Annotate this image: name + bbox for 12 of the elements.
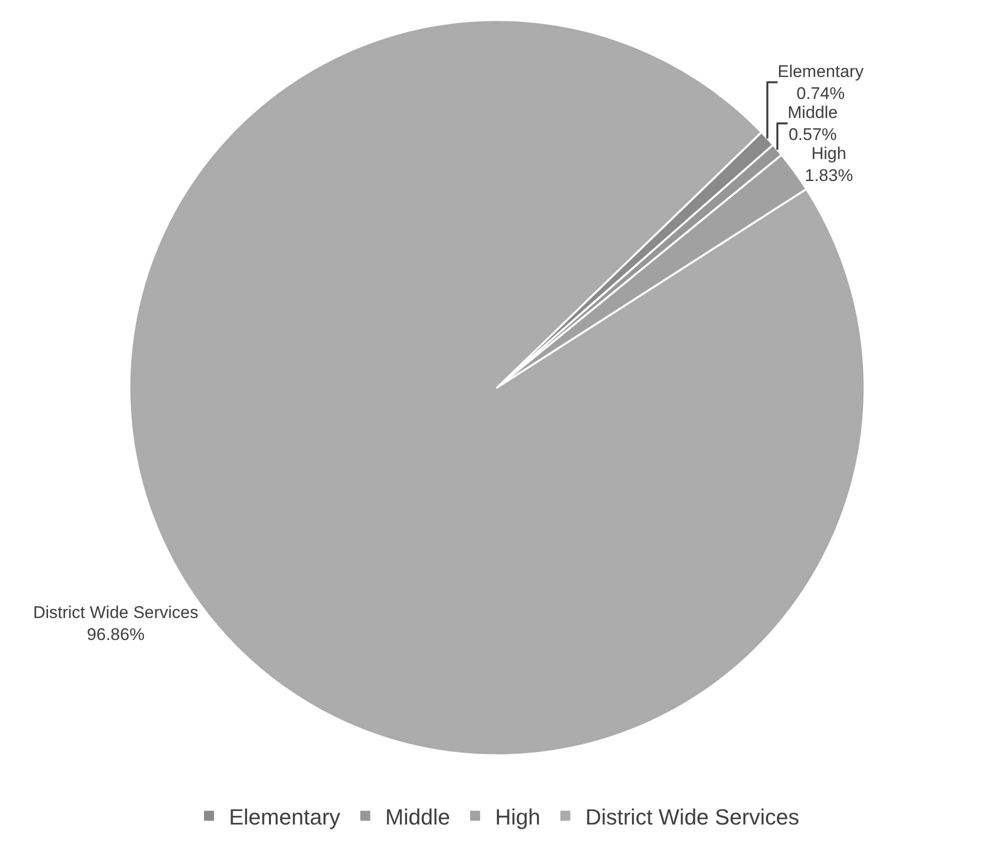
legend-label: District Wide Services <box>585 804 800 830</box>
data-label: 1.83% <box>804 166 853 186</box>
legend-label: Elementary <box>229 804 340 830</box>
slice-label: Middle <box>788 102 838 122</box>
data-label: 96.86% <box>86 625 145 644</box>
legend-label: Middle <box>385 804 450 830</box>
data-label: 0.57% <box>788 124 837 144</box>
data-label: 0.74% <box>796 84 845 103</box>
slice-label: Elementary <box>778 62 864 81</box>
legend-label: High <box>495 804 540 830</box>
slice-label: High <box>811 144 846 163</box>
slice-label: District Wide Services <box>33 603 198 622</box>
